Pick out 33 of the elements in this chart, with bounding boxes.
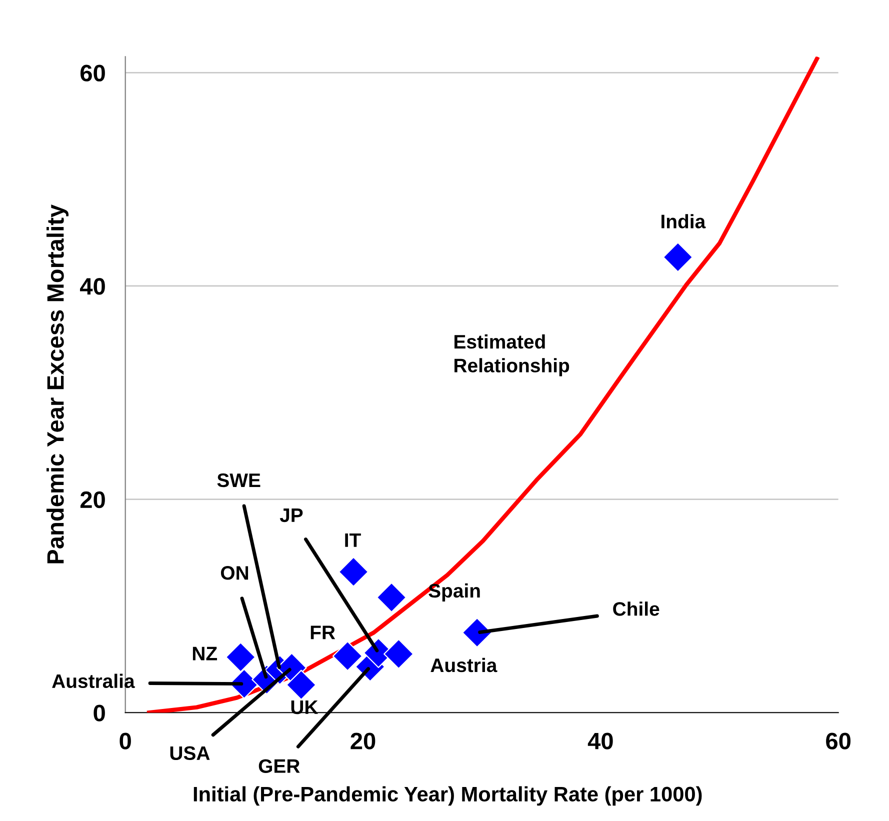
x-axis-title: Initial (Pre-Pandemic Year) Mortality Rate (per 1000) <box>194 786 702 806</box>
annotation: IT <box>345 533 361 547</box>
point <box>286 670 316 700</box>
annotation: India <box>662 214 706 228</box>
annotation: USA <box>170 746 210 760</box>
point <box>384 638 414 670</box>
annotation: Spain <box>428 583 480 602</box>
annotation: Chile <box>613 602 660 616</box>
y-tick-label: 0 <box>94 704 105 722</box>
annotation: Austria <box>430 658 498 672</box>
annotation: GER <box>258 759 300 773</box>
x-tick-label: 0 <box>120 732 131 750</box>
y-tick-label: 20 <box>80 491 105 508</box>
point <box>376 582 407 613</box>
annotation: SWE <box>217 473 260 488</box>
x-tick-label: 40 <box>588 732 613 750</box>
point <box>338 556 369 587</box>
annotation: Australia <box>52 674 135 688</box>
text: Estimated Relationship <box>454 334 570 376</box>
x-tick-label: 60 <box>826 732 850 750</box>
y-axis-title: Pandemic Year Excess Mortality <box>46 204 69 564</box>
annotation: JP <box>280 508 303 522</box>
y-tick-label: 40 <box>80 278 105 295</box>
point <box>332 640 363 672</box>
point <box>662 242 694 272</box>
point <box>225 642 256 672</box>
annotation: NZ <box>192 646 218 660</box>
annotation: FR <box>310 626 336 640</box>
annotation: ON <box>220 566 248 580</box>
annotation: UK <box>291 700 318 714</box>
x-tick-label: 20 <box>350 732 376 750</box>
line-series <box>147 56 820 713</box>
y-tick-label: 60 <box>80 64 105 82</box>
